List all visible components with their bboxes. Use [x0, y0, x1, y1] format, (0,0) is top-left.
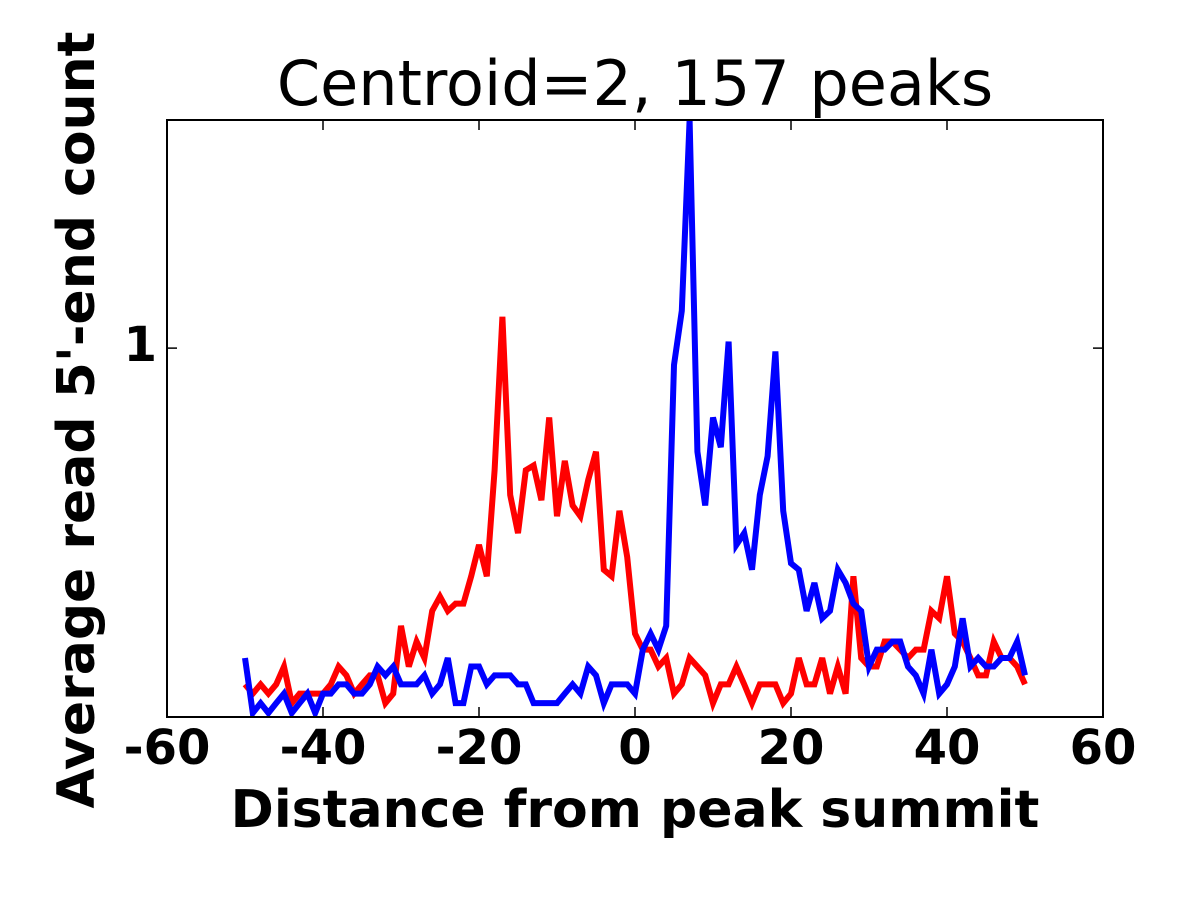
y-tick-label: 1 — [124, 317, 157, 373]
x-tick-label: -60 — [124, 720, 211, 776]
x-tick-label: -20 — [436, 720, 523, 776]
x-tick-label: 0 — [618, 720, 651, 776]
x-tick-label: 20 — [758, 720, 825, 776]
x-tick-label: -40 — [280, 720, 367, 776]
plot-lines — [242, 120, 1028, 717]
chart-title: Centroid=2, 157 peaks — [277, 47, 993, 120]
y-axis-label: Average read 5'-end count — [47, 32, 107, 809]
x-tick-label: 40 — [914, 720, 981, 776]
x-axis-label: Distance from peak summit — [231, 780, 1040, 840]
x-tick-label: 60 — [1070, 720, 1137, 776]
data-line — [242, 120, 1028, 717]
